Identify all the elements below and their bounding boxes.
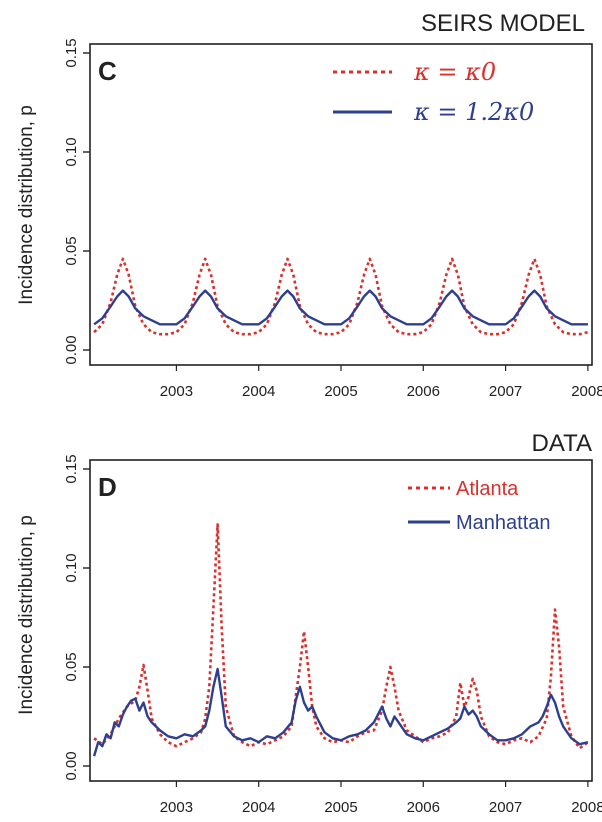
series-line-atlanta [93,523,589,750]
panel-c-legend: κ = κ0 κ = 1.2κ0 [333,58,534,126]
panel-c-plot-area [93,257,589,336]
y-tick-label: 0.00 [63,751,80,780]
x-tick-label: 2007 [489,799,522,816]
panel-d: DATA D Incidence distribution, p 0.000.0… [16,430,602,816]
x-tick-label: 2008 [571,799,602,816]
x-tick-label: 2006 [407,383,440,400]
y-tick-label: 0.00 [63,335,80,364]
x-tick-label: 2004 [242,383,275,400]
x-tick-label: 2008 [571,383,602,400]
y-tick-label: 0.05 [63,652,80,681]
panel-c-ylabel: Incidence distribution, p [16,105,37,305]
series-line--1-2-0 [93,289,588,326]
x-tick-label: 2005 [324,383,357,400]
x-tick-label: 2006 [407,799,440,816]
panel-c-frame [89,43,593,366]
y-tick-label: 0.15 [63,38,80,67]
panel-c-letter: C [98,56,117,86]
panel-c: SEIRS MODEL C Incidence distribution, p … [16,10,602,400]
x-tick-label: 2003 [160,799,193,816]
legend-label-kappa12: κ = 1.2κ0 [413,98,534,126]
y-tick-label: 0.10 [63,553,80,582]
panel-d-ylabel: Incidence distribution, p [16,515,37,715]
panel-c-title: SEIRS MODEL [421,10,585,37]
x-tick-label: 2004 [242,799,275,816]
series-line-manhattan [92,667,589,757]
legend-label-manhattan: Manhattan [456,512,551,534]
x-tick-label: 2005 [324,799,357,816]
panel-d-x-axis: 2003 2004 2005 2006 2007 2008 [160,781,602,816]
y-tick-label: 0.05 [63,236,80,265]
legend-label-kappa0: κ = κ0 [413,58,496,86]
y-tick-label: 0.15 [63,454,80,483]
panel-c-y-axis: 0.00 0.05 0.10 0.15 [63,38,90,365]
legend-label-atlanta: Atlanta [456,478,519,500]
x-tick-label: 2003 [160,383,193,400]
y-tick-label: 0.10 [63,137,80,166]
x-tick-label: 2007 [489,383,522,400]
panel-d-letter: D [98,472,117,502]
panel-c-x-axis: 2003 2004 2005 2006 2007 2008 [160,365,602,400]
panel-d-plot-area [92,523,589,757]
panel-d-title: DATA [532,430,592,457]
panel-d-legend: Atlanta Manhattan [408,478,551,534]
panel-d-y-axis: 0.00 0.05 0.10 0.15 [63,454,90,781]
